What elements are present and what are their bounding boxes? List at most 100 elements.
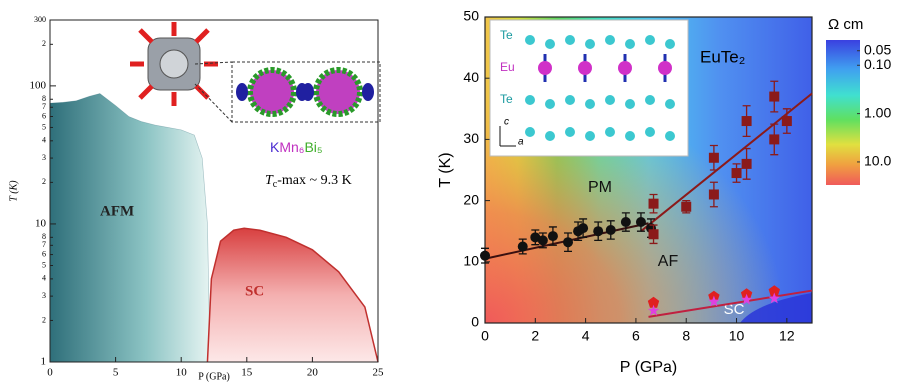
- zoom-line: [194, 83, 233, 123]
- x-tick-label: 0: [47, 367, 53, 379]
- data-point: [681, 201, 692, 212]
- x-tick-label: 10: [729, 328, 745, 344]
- y-axis-label: T (K): [437, 152, 454, 187]
- eu-atom: [578, 61, 592, 75]
- te-atom: [665, 39, 675, 49]
- te-atom: [645, 95, 655, 105]
- data-point: [781, 116, 792, 127]
- plot-frame: [484, 16, 813, 324]
- annotation-text: -max ~ 9.3 K: [277, 173, 351, 188]
- y-tick-label: 10: [35, 217, 47, 229]
- te-atom: [565, 127, 575, 137]
- te-atom: [545, 99, 555, 109]
- te-atom: [645, 127, 655, 137]
- y-axis-label: T (K): [8, 180, 19, 202]
- y-tick-label: 4: [42, 274, 46, 283]
- te-atom: [605, 127, 615, 137]
- formula-part: K: [270, 139, 280, 155]
- y-tick-label: 50: [463, 8, 479, 24]
- data-point: [517, 241, 528, 252]
- phase-boundary: [49, 93, 211, 363]
- data-point: [635, 217, 646, 228]
- data-point: [648, 229, 659, 240]
- data-point: [547, 231, 558, 242]
- y-tick-label: 2: [42, 177, 46, 186]
- y-tick-label: 2: [42, 315, 46, 324]
- cluster-end: [236, 83, 248, 101]
- x-axis-label: P (GPa): [198, 371, 230, 382]
- te-atom: [585, 99, 595, 109]
- y-tick-label: 6: [42, 249, 46, 258]
- inset-axis-label: c: [504, 117, 509, 128]
- data-point: [648, 198, 659, 209]
- data-point: [620, 217, 631, 228]
- pressure-arrow: [138, 84, 154, 100]
- cluster-ring: [313, 67, 363, 117]
- y-tick-label: 5: [42, 122, 46, 131]
- x-axis-label: P (GPa): [620, 359, 678, 376]
- data-point: [740, 293, 753, 305]
- data-point: [708, 152, 719, 163]
- data-point: [740, 288, 753, 300]
- annotation-subscript: c: [273, 179, 278, 190]
- y-tick-label: 7: [42, 240, 46, 249]
- region-label: PM: [588, 179, 612, 196]
- y-tick-label: 3: [42, 291, 46, 300]
- data-point: [563, 237, 574, 248]
- te-atom: [625, 131, 635, 141]
- data-point: [768, 292, 780, 304]
- y-tick-label: 10: [463, 253, 479, 269]
- y-tick-label: 300: [34, 15, 46, 24]
- data-point: [647, 296, 660, 308]
- data-point: [708, 189, 719, 200]
- data-point: [768, 285, 780, 296]
- data-point: [647, 304, 660, 316]
- data-point: [480, 250, 490, 261]
- pressure-arrow: [138, 28, 154, 44]
- y-tick-label: 30: [463, 130, 479, 146]
- region-label: AFM: [100, 203, 134, 219]
- phase-region: [207, 228, 378, 362]
- x-tick-label: 20: [307, 367, 319, 379]
- inset-label: Te: [500, 28, 513, 42]
- x-tick-label: 6: [632, 328, 640, 344]
- te-atom: [545, 131, 555, 141]
- formula-part: Mn₆: [279, 139, 304, 155]
- formula-part: Bi₅: [304, 139, 322, 155]
- region-label: AF: [658, 253, 679, 270]
- te-atom: [665, 99, 675, 109]
- colorbar-tick-label: 0.05: [864, 41, 891, 57]
- x-tick-label: 10: [176, 367, 188, 379]
- te-atom: [625, 39, 635, 49]
- cluster-ring: [247, 67, 297, 117]
- phase-region: [50, 93, 211, 363]
- colorbar: [826, 40, 860, 185]
- eu-atom: [658, 61, 672, 75]
- y-tick-label: 0: [471, 314, 479, 330]
- region-label: SC: [245, 283, 264, 299]
- chart-title: EuTe₂: [700, 47, 745, 66]
- te-atom: [525, 35, 535, 45]
- te-atom: [525, 127, 535, 137]
- te-atom: [625, 99, 635, 109]
- x-tick-label: 15: [241, 367, 253, 379]
- y-tick-label: 1: [41, 356, 47, 368]
- y-tick-label: 5: [42, 260, 46, 269]
- te-atom: [605, 35, 615, 45]
- data-point: [731, 168, 742, 179]
- data-point: [578, 223, 589, 234]
- fit-line: [648, 289, 813, 318]
- colorbar-tick-label: 1.00: [864, 104, 891, 120]
- x-tick-label: 0: [481, 328, 489, 344]
- te-atom: [585, 131, 595, 141]
- x-tick-label: 12: [779, 328, 795, 344]
- compound-formula: KMn₆Bi₅: [270, 139, 323, 155]
- annotation: Tc-max ~ 9.3 K: [265, 173, 352, 190]
- y-tick-label: 6: [42, 111, 46, 120]
- y-tick-label: 20: [463, 191, 479, 207]
- inset-label: Eu: [500, 60, 515, 74]
- pressure-arrow: [194, 28, 210, 44]
- data-point: [708, 295, 720, 307]
- te-atom: [665, 131, 675, 141]
- colorbar-label: Ω cm: [828, 16, 863, 33]
